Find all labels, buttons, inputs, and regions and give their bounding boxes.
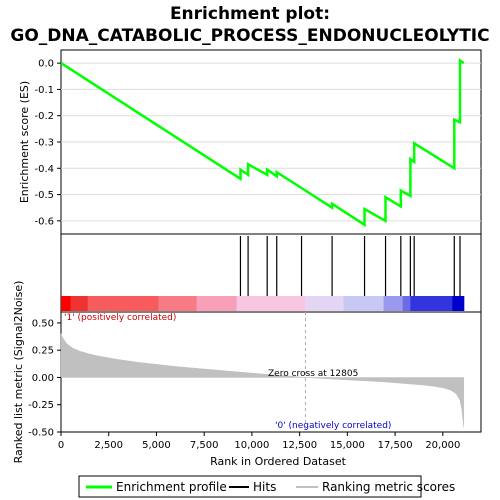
chart-title-line-2: GO_DNA_CATABOLIC_PROCESS_ENDONUCLEOLYTIC — [10, 26, 489, 46]
chart-title-line-1: Enrichment plot: — [170, 4, 330, 24]
es-y-tick-label: 0.0 — [38, 59, 54, 70]
x-tick-label: 20,000 — [425, 440, 460, 451]
heatmap-segment — [158, 296, 198, 311]
enrichment-profile-line — [60, 58, 465, 228]
legend-label-enrichment: Enrichment profile — [116, 480, 227, 494]
metric-y-tick-label: -0.25 — [28, 400, 54, 411]
heatmap-segment — [402, 296, 411, 311]
x-tick-label: 10,000 — [234, 440, 269, 451]
es-y-tick-label: -0.6 — [34, 216, 54, 227]
positive-correlation-label: '1' (positively correlated) — [64, 313, 176, 323]
heatmap-segment — [70, 296, 89, 311]
ranking-metric-area — [60, 333, 465, 428]
es-gridlines — [61, 62, 481, 222]
es-y-axis: 0.0 -0.1 -0.2 -0.3 -0.4 -0.5 -0.6 — [34, 59, 61, 227]
hit-markers — [239, 236, 461, 296]
metric-y-axis: 0.50 0.25 0.00 -0.25 -0.50 — [28, 318, 61, 439]
x-tick-label: 7,500 — [190, 440, 219, 451]
x-axis: 0 2,500 5,000 7,500 10,000 12,500 15,000 17,500… — [58, 432, 460, 451]
x-tick-label: 0 — [58, 440, 64, 451]
es-y-tick-label: -0.3 — [34, 138, 54, 149]
legend-label-hits: Hits — [253, 480, 276, 494]
heatmap-segment — [61, 296, 72, 311]
es-curve-layer — [60, 58, 465, 228]
es-y-tick-label: -0.2 — [34, 111, 54, 122]
es-y-tick-label: -0.1 — [34, 85, 54, 96]
negative-correlation-label: '0' (negatively correlated) — [275, 421, 391, 431]
heatmap-segment — [305, 296, 345, 311]
heatmap-segment — [196, 296, 238, 311]
legend-label-metric: Ranking metric scores — [322, 480, 455, 494]
es-y-tick-label: -0.5 — [34, 190, 54, 201]
metric-y-tick-label: -0.50 — [28, 428, 54, 439]
metric-y-axis-label: Ranked list metric (Signal2Noise) — [12, 281, 25, 464]
x-tick-label: 17,500 — [378, 440, 413, 451]
metric-y-tick-label: 0.50 — [32, 318, 54, 329]
x-tick-label: 12,500 — [282, 440, 317, 451]
metric-fill-layer — [60, 333, 465, 428]
x-axis-label: Rank in Ordered Dataset — [210, 455, 347, 468]
es-y-tick-label: -0.4 — [34, 164, 54, 175]
heatmap-segment — [452, 296, 465, 311]
metric-y-tick-label: 0.25 — [32, 346, 54, 357]
zero-cross-label: Zero cross at 12805 — [268, 369, 358, 379]
x-tick-label: 5,000 — [142, 440, 171, 451]
heatmap-segment — [236, 296, 306, 311]
rank-heatmap-bar — [61, 296, 465, 311]
metric-y-tick-label: 0.00 — [32, 373, 54, 384]
heatmap-segment — [410, 296, 453, 311]
legend-box — [78, 475, 422, 498]
heatmap-segment — [343, 296, 385, 311]
heatmap-segment — [87, 296, 159, 311]
heatmap-segment — [383, 296, 404, 311]
x-tick-label: 2,500 — [94, 440, 123, 451]
es-y-axis-label: Enrichment score (ES) — [18, 81, 31, 203]
x-tick-label: 15,000 — [330, 440, 365, 451]
